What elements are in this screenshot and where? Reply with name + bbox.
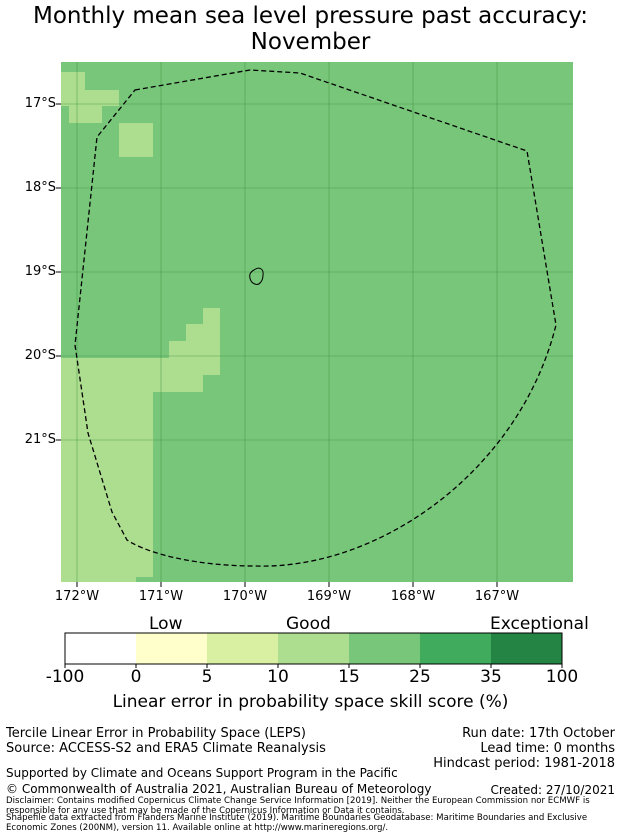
light-cell: [186, 324, 220, 342]
colorbar-tick-label: 5: [201, 667, 213, 687]
eez-boundary: [74, 69, 557, 567]
chart-title-line1: Monthly mean sea level pressure past acc…: [33, 3, 588, 29]
lon-label: 167°W: [474, 589, 520, 604]
colorbar-tick-label: 25: [409, 667, 431, 687]
colorbar-frame: [64, 632, 563, 665]
island-outline: [249, 267, 264, 285]
created-date: Created: 27/10/2021: [490, 783, 615, 797]
colorbar-segment: [491, 633, 562, 664]
lat-label: 18°S: [24, 180, 56, 195]
lead-time: Lead time: 0 months: [480, 741, 615, 756]
lon-label: 169°W: [306, 589, 352, 604]
leps-title: Tercile Linear Error in Probability Spac…: [6, 726, 306, 741]
lon-label: 172°W: [54, 589, 100, 604]
colorbar-tick-label: 15: [338, 667, 360, 687]
map-gridlines: [61, 62, 573, 582]
colorbar-segment: [136, 633, 207, 664]
colorbar-segment: [420, 633, 491, 664]
category-low-label: Low: [149, 614, 183, 634]
lat-label: 19°S: [24, 264, 56, 279]
colorbar-segment: [207, 633, 278, 664]
data-source: Source: ACCESS-S2 and ERA5 Climate Reana…: [6, 741, 326, 756]
lat-label: 21°S: [24, 432, 56, 447]
disclaimer: Disclaimer: Contains modified Copernicus…: [6, 796, 590, 816]
colorbar-segment: [278, 633, 349, 664]
category-good-label: Good: [286, 614, 331, 634]
light-cell: [119, 123, 153, 157]
chart-title-line2: November: [250, 29, 371, 55]
colorbar-segment: [65, 633, 136, 664]
light-cell: [169, 341, 220, 359]
category-exceptional-label: Exceptional: [490, 614, 589, 634]
light-cell: [61, 391, 153, 577]
axis-ticks: [56, 103, 498, 587]
lat-label: 20°S: [24, 348, 56, 363]
light-cell: [69, 104, 102, 123]
colorbar-tick-label: 100: [545, 667, 579, 687]
shapefile-credit: Shapefile data extracted from Flanders M…: [6, 813, 588, 833]
light-cell: [203, 308, 220, 325]
light-cell: [61, 576, 136, 582]
light-cell: [61, 358, 220, 375]
light-skill-cells: [61, 72, 220, 582]
colorbar: [64, 632, 563, 668]
colorbar-segment: [349, 633, 420, 664]
hindcast-period: Hindcast period: 1981-2018: [433, 756, 615, 771]
support-note: Supported by Climate and Oceans Support …: [6, 766, 398, 780]
colorbar-title: Linear error in probability space skill …: [112, 692, 509, 712]
colorbar-tick-label: -100: [45, 667, 85, 687]
light-cell: [61, 90, 119, 106]
lon-label: 171°W: [138, 589, 184, 604]
lon-label: 168°W: [390, 589, 436, 604]
lat-label: 17°S: [24, 96, 56, 111]
colorbar-tick-label: 10: [267, 667, 289, 687]
light-cell: [61, 374, 203, 392]
lon-label: 170°W: [222, 589, 268, 604]
copyright: © Commonwealth of Australia 2021, Austra…: [6, 782, 432, 796]
run-date: Run date: 17th October: [462, 726, 615, 741]
colorbar-tick-label: 35: [480, 667, 502, 687]
colorbar-tick-label: 0: [130, 667, 142, 687]
